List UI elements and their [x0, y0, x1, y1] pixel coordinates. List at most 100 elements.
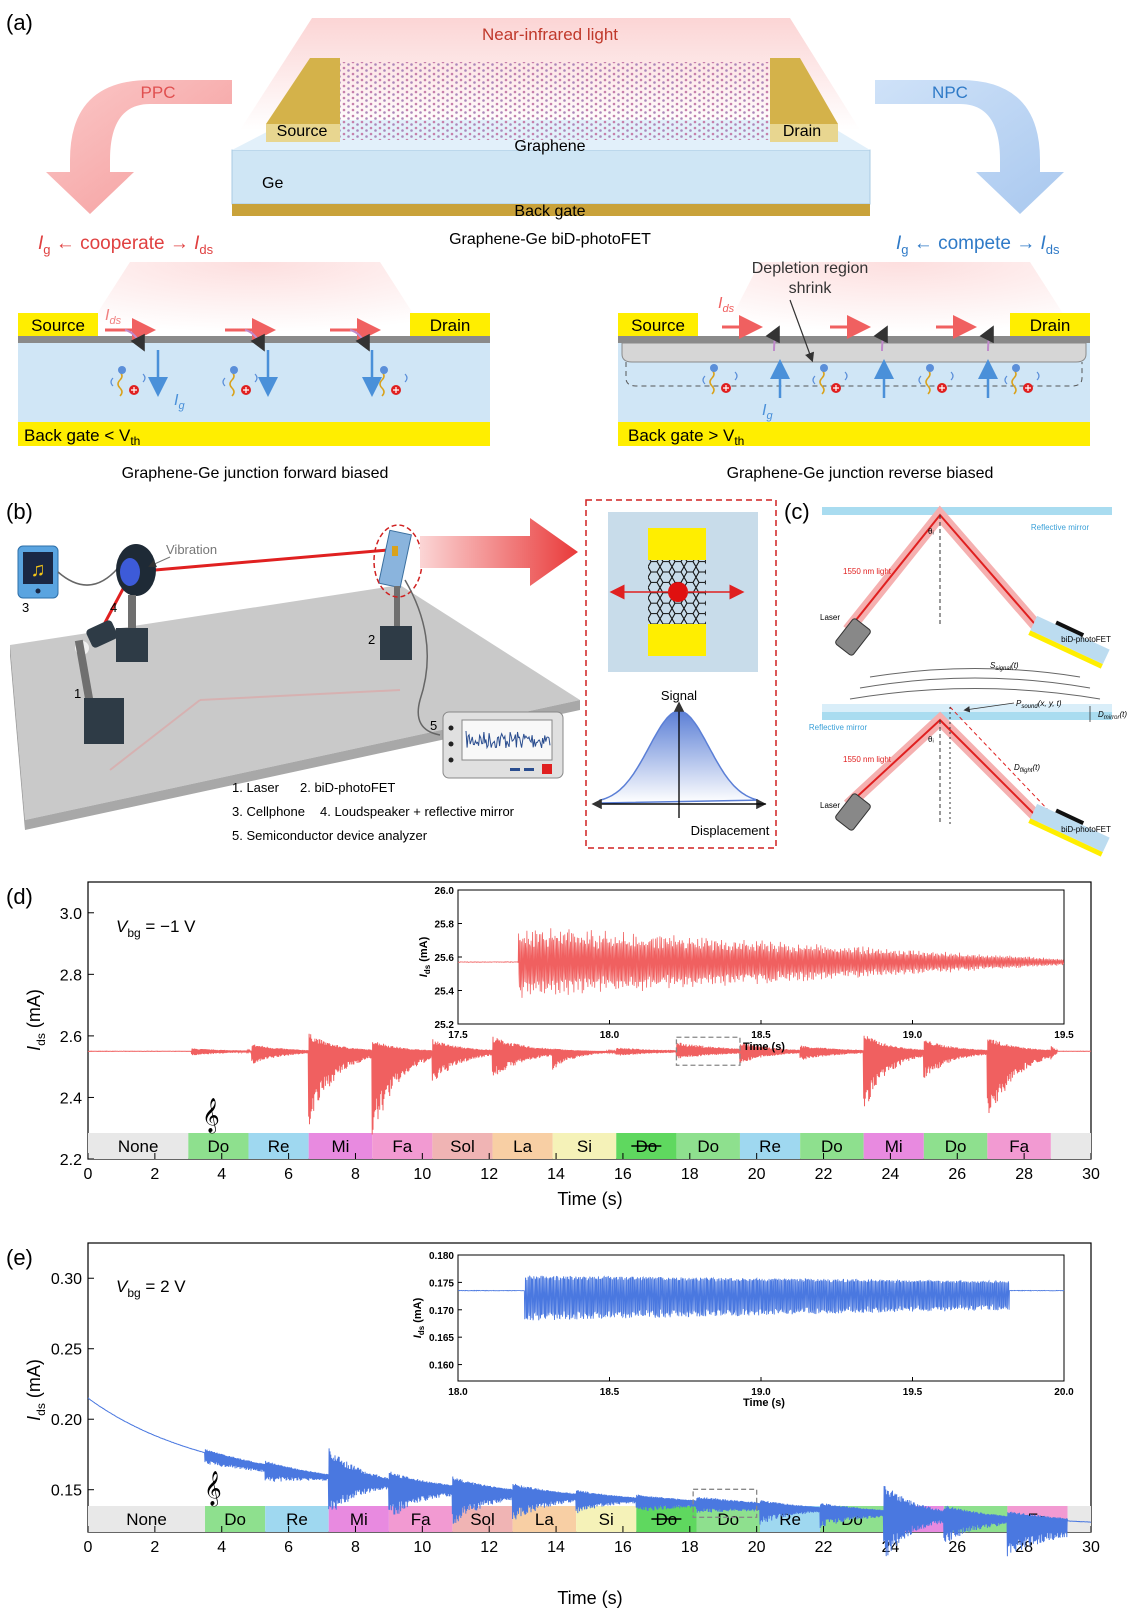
panel-d-label: (d)	[6, 884, 33, 909]
ytick-label-1: 0.20	[51, 1412, 82, 1429]
panel-e-label: (e)	[6, 1245, 33, 1270]
inset-ytick-label-4: 0.180	[429, 1251, 454, 1262]
note-label-11: Do	[821, 1137, 843, 1156]
signal-trace	[87, 1397, 1092, 1557]
signal-trace	[87, 1033, 1092, 1135]
laser-label-bottom: Laser	[820, 801, 840, 810]
note-bar-6	[492, 1133, 553, 1159]
note-bar-15	[1067, 1506, 1091, 1532]
label-5: 5	[430, 718, 437, 733]
compete-relation: Ig ← compete → Ids	[896, 233, 1060, 257]
cellphone-icon: ♫	[17, 545, 59, 599]
ytick-label-2: 2.6	[60, 1029, 82, 1046]
note-bar-5	[452, 1506, 513, 1532]
xtick-label-14: 28	[1015, 1539, 1033, 1556]
note-label-4: Fa	[392, 1137, 412, 1156]
chart-d-xlabel: Time (s)	[557, 1189, 622, 1209]
xtick-label-2: 4	[217, 1166, 226, 1183]
npc-label: NPC	[932, 83, 968, 102]
laser-label-top: Laser	[820, 613, 840, 622]
note-bar-0	[88, 1133, 189, 1159]
laser-icon	[74, 620, 124, 744]
inset-ytick-label-0: 0.160	[429, 1361, 454, 1372]
inset-xtick-label-3: 19.5	[903, 1387, 923, 1398]
inset-ytick-label-4: 26.0	[435, 886, 455, 897]
panel-d-chart: (d) None Do Re Mi Fa Sol La Si Do Do Re Do Mi Do Fa0 2 4…	[6, 881, 1100, 1209]
xtick-label-3: 6	[284, 1166, 293, 1183]
ytick-label-1: 2.4	[60, 1090, 82, 1107]
xtick-label-2: 4	[217, 1539, 226, 1556]
note-bar-7	[576, 1506, 637, 1532]
device-label-bottom: biD-photoFET	[1061, 825, 1111, 834]
inset-ytick-label-3: 25.8	[435, 920, 455, 931]
note-bar-0	[88, 1506, 206, 1532]
analyzer-icon	[442, 711, 564, 779]
forward-caption: Graphene-Ge junction forward biased	[122, 465, 389, 482]
note-label-1: Do	[224, 1510, 246, 1529]
note-label-0: None	[126, 1510, 167, 1529]
reverse-cross-section: Source Drain Back gate > Vth Ids Ig Depl…	[618, 260, 1090, 448]
graphene-label: Graphene	[514, 138, 585, 155]
note-label-3: Mi	[350, 1510, 368, 1529]
xtick-label-6: 12	[480, 1539, 498, 1556]
inset-ytick-label-1: 25.4	[435, 987, 455, 998]
label-2: 2	[368, 632, 375, 647]
zoom-region	[675, 1036, 741, 1066]
light-label-bottom: 1550 nm light	[843, 755, 892, 764]
xtick-label-12: 24	[882, 1166, 900, 1183]
mirror-label-bottom: Reflective mirror	[809, 723, 868, 732]
electron-hole-pair-icon	[1004, 364, 1040, 395]
laser-bottom-icon	[835, 793, 871, 831]
xtick-label-1: 2	[150, 1166, 159, 1183]
note-label-9: Do	[717, 1510, 739, 1529]
xtick-label-4: 8	[351, 1539, 360, 1556]
ytick-label-0: 2.2	[60, 1152, 82, 1169]
source-label-rev: Source	[631, 316, 685, 335]
note-bar-9	[676, 1133, 740, 1159]
bg-lt-label: Back gate < Vth	[24, 426, 140, 448]
depletion-label-1: Depletion region	[752, 260, 869, 277]
panel-a-label: (a)	[6, 10, 33, 35]
label-3: 3	[22, 600, 29, 615]
inset-xtick-label-4: 19.5	[1054, 1030, 1074, 1041]
carrier-path	[765, 325, 780, 352]
theta-top: θᵢ	[928, 527, 934, 536]
inset-trace	[457, 928, 1065, 998]
inset-xtick-label-1: 18.0	[600, 1030, 620, 1041]
carrier-path	[349, 329, 370, 352]
carrier-path	[124, 329, 145, 352]
xtick-label-8: 16	[614, 1539, 632, 1556]
panel-c-label: (c)	[784, 499, 810, 524]
panel-b: (b) ♫ 3 Vibration 4	[6, 499, 777, 849]
xtick-label-1: 2	[150, 1539, 159, 1556]
inset-e-xlabel: Time (s)	[743, 1397, 785, 1409]
zoom-arrow	[420, 518, 578, 586]
mirror-label-top: Reflective mirror	[1031, 523, 1090, 532]
mirror-bottom	[822, 712, 1112, 720]
legend-1: 1. Laser	[232, 780, 280, 795]
electron-hole-pair-icon	[918, 364, 954, 395]
ig-label-fwd: Ig	[174, 392, 185, 412]
inset-xtick-label-3: 19.0	[903, 1030, 923, 1041]
note-label-4: Fa	[411, 1510, 431, 1529]
note-bar-13	[923, 1133, 988, 1159]
note-bar-5	[432, 1133, 493, 1159]
inset-e-frame	[457, 1254, 1065, 1382]
inset-xtick-label-0: 17.5	[448, 1030, 468, 1041]
loudspeaker-icon	[116, 544, 156, 662]
device-label-top: biD-photoFET	[1061, 635, 1111, 644]
ytick-label-4: 3.0	[60, 906, 82, 923]
xtick-label-15: 30	[1082, 1539, 1100, 1556]
source-label-fwd: Source	[31, 316, 85, 335]
xtick-label-10: 20	[748, 1166, 766, 1183]
ge-label: Ge	[262, 175, 283, 192]
xtick-label-0: 0	[84, 1539, 93, 1556]
electron-hole-pair-icon	[222, 366, 258, 397]
chart-d-ylabel: Ids (mA)	[24, 989, 48, 1051]
carrier-path	[979, 325, 994, 352]
ytick-label-3: 0.30	[51, 1271, 82, 1288]
chart-d-annotation: Vbg = −1 V	[116, 917, 196, 940]
ids-label-rev: Ids	[718, 295, 735, 315]
xtick-label-5: 10	[413, 1166, 431, 1183]
inset-e-ylabel: Ids (mA)	[412, 1297, 426, 1338]
